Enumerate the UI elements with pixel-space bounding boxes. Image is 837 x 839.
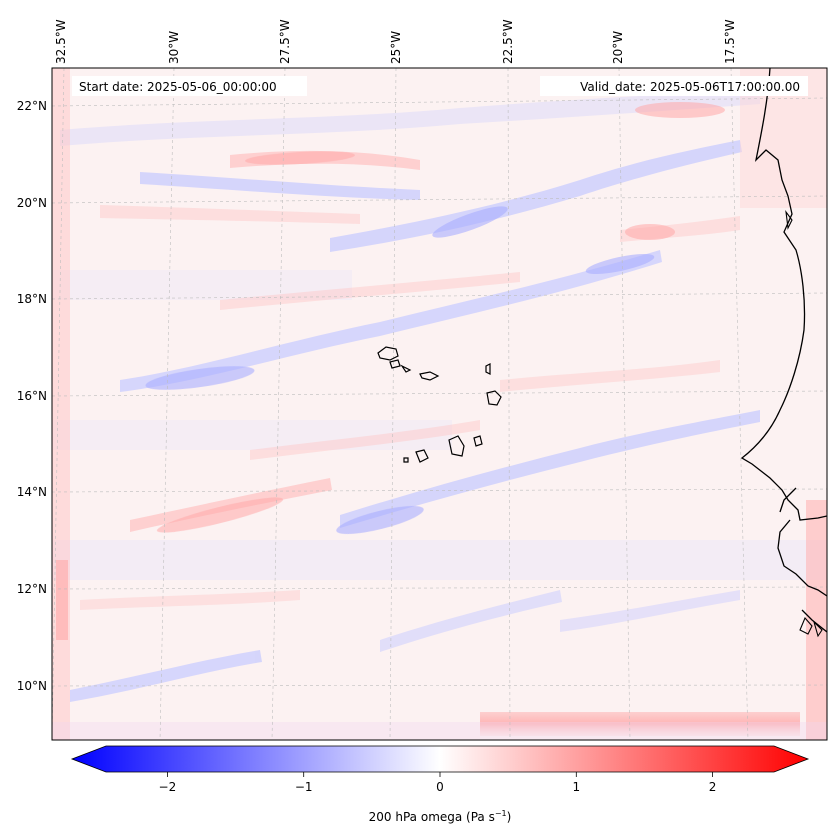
colorbar-tick-label: 1 [572, 780, 580, 794]
lon-label: 22.5°W [501, 19, 515, 64]
map-frame [51, 67, 828, 741]
cape-verde-islands [377, 346, 502, 463]
lat-label: 22°N [17, 99, 47, 113]
lat-label: 20°N [17, 196, 47, 210]
lon-label: 30°W [167, 31, 181, 64]
omega-field [52, 68, 827, 740]
colorbar-label: 200 hPa omega (Pa s−1) [369, 809, 512, 824]
start-date-label: Start date: 2025-05-06_00:00:00 [79, 80, 277, 94]
lon-label: 27.5°W [278, 19, 292, 64]
lat-label: 10°N [17, 679, 47, 693]
colorbar-tick-label: −2 [159, 780, 177, 794]
colorbar-bar [70, 745, 810, 773]
africa-coastline [740, 68, 827, 633]
valid-date-box [540, 76, 808, 96]
lon-label: 32.5°W [54, 19, 68, 64]
valid-date-label: Valid_date: 2025-05-06T17:00:00.00 [580, 80, 800, 94]
lat-label: 18°N [17, 292, 47, 306]
lat-label: 14°N [17, 485, 47, 499]
colorbar-tick-label: −1 [295, 780, 313, 794]
lon-label: 17.5°W [723, 19, 737, 64]
colorbar: −2 −1 0 1 2 200 hPa omega (Pa s−1) [70, 745, 810, 824]
colorbar-tick-label: 0 [436, 780, 444, 794]
lat-label: 16°N [17, 389, 47, 403]
colorbar-ticks: −2 −1 0 1 2 [159, 772, 717, 794]
latitude-labels: 22°N 20°N 18°N 16°N 14°N 12°N 10°N [17, 99, 47, 693]
start-date-box [72, 76, 307, 96]
lon-label: 20°W [611, 31, 625, 64]
lat-label: 12°N [17, 582, 47, 596]
colorbar-tick-label: 2 [709, 780, 717, 794]
longitude-labels: 32.5°W 30°W 27.5°W 25°W 22.5°W 20°W 17.5… [54, 19, 737, 64]
lon-label: 25°W [389, 31, 403, 64]
